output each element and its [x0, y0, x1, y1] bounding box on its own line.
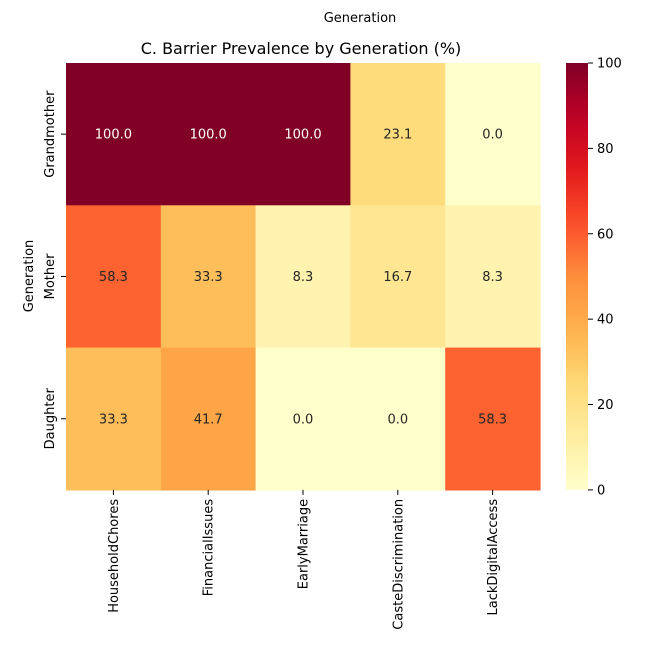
- chart-title: C. Barrier Prevalence by Generation (%): [141, 39, 462, 58]
- colorbar-tick-label: 40: [597, 313, 614, 328]
- colorbar-gradient: [566, 63, 588, 490]
- cell-value-label: 0.0: [293, 412, 314, 427]
- heatmap-cell: [160, 347, 257, 491]
- cell-value-label: 41.7: [194, 412, 223, 427]
- cell-value-label: 33.3: [194, 270, 223, 285]
- heatmap-cell: [445, 205, 541, 349]
- column-label: CasteDiscrimination: [391, 499, 406, 630]
- heatmap-cell: [255, 347, 351, 491]
- cell-value-label: 8.3: [482, 270, 503, 285]
- colorbar: 0 20 40 60 80 100: [566, 57, 622, 498]
- heatmap-cell: [350, 205, 446, 349]
- column-label: HouseholdChores: [107, 499, 122, 613]
- cell-value-label: 8.3: [293, 270, 314, 285]
- column-label: FinancialIssues: [202, 499, 217, 597]
- row-labels: Grandmother Mother Daughter: [43, 90, 66, 449]
- heatmap-cell: [66, 347, 162, 491]
- colorbar-tick-label: 100: [597, 57, 622, 72]
- colorbar-tick-label: 60: [597, 227, 614, 242]
- cell-value-label: 100.0: [190, 128, 227, 143]
- cell-value-label: 23.1: [383, 128, 412, 143]
- heatmap-cell: [255, 205, 351, 349]
- heatmap-cell: [160, 205, 257, 349]
- colorbar-tick-label: 0: [597, 483, 605, 498]
- colorbar-tick-label: 80: [597, 142, 614, 157]
- row-label: Daughter: [43, 388, 58, 450]
- heatmap-cell: [350, 63, 446, 206]
- cell-value-label: 100.0: [95, 128, 132, 143]
- column-label: LackDigitalAccess: [486, 499, 501, 616]
- heatmap-cell: [445, 63, 541, 206]
- heatmap-cell: [255, 63, 351, 206]
- column-labels: HouseholdChores FinancialIssues EarlyMarri…: [107, 489, 501, 630]
- heatmap-cells: 100.0 100.0 100.0 23.1 0.0 58.3 33.3 8.3 16.7 8.3…: [66, 63, 541, 491]
- heatmap-cell: [66, 205, 162, 349]
- column-label: EarlyMarriage: [297, 499, 312, 589]
- cell-value-label: 0.0: [482, 128, 503, 143]
- colorbar-tick-label: 20: [597, 398, 614, 413]
- heatmap-cell: [66, 63, 162, 206]
- cell-value-label: 58.3: [99, 270, 128, 285]
- row-label: Grandmother: [43, 90, 58, 178]
- heatmap-cell: [350, 347, 446, 491]
- cell-value-label: 16.7: [383, 270, 412, 285]
- heatmap-cell: [445, 347, 541, 491]
- cell-value-label: 100.0: [284, 128, 321, 143]
- cell-value-label: 58.3: [478, 412, 507, 427]
- top-label: Generation: [324, 11, 397, 26]
- y-axis-label: Generation: [22, 240, 37, 313]
- cell-value-label: 0.0: [387, 412, 408, 427]
- row-label: Mother: [43, 253, 58, 300]
- cell-value-label: 33.3: [99, 412, 128, 427]
- heatmap-cell: [160, 63, 257, 206]
